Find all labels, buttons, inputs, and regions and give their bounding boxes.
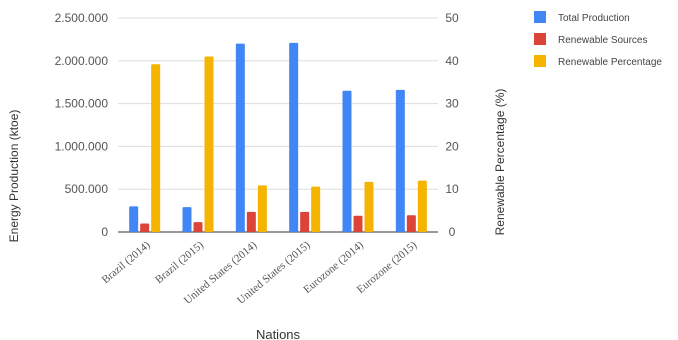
bar-renewable-sources bbox=[193, 222, 203, 232]
bar-total-production bbox=[235, 43, 245, 233]
gridlines bbox=[118, 17, 438, 233]
y2-tick-label: 10 bbox=[445, 182, 459, 196]
y-axis-title: Energy Production (ktoe) bbox=[7, 110, 21, 243]
bar-total-production bbox=[129, 206, 139, 232]
legend-swatch bbox=[534, 33, 546, 45]
y2-tick-label: 30 bbox=[445, 97, 459, 111]
bar-renewable-percentage bbox=[204, 56, 214, 232]
y2-axis-title: Renewable Percentage (%) bbox=[493, 89, 507, 236]
bar-renewable-percentage bbox=[364, 181, 374, 232]
y-tick-label: 1.000.000 bbox=[55, 139, 109, 153]
bar-renewable-percentage bbox=[257, 185, 267, 232]
x-axis-title: Nations bbox=[256, 327, 301, 340]
bar-renewable-percentage bbox=[417, 180, 427, 232]
y2-tick-label: 50 bbox=[445, 11, 459, 25]
legend-swatch bbox=[534, 11, 546, 23]
y-axis-ticks: 0 500.000 1.000.000 1.500.000 2.000.000 2.500… bbox=[55, 11, 109, 239]
legend: Total Production Renewable Sources Renewab… bbox=[534, 11, 662, 68]
bar-total-production bbox=[182, 207, 192, 232]
bar-total-production bbox=[395, 89, 405, 233]
legend-swatch bbox=[534, 55, 546, 67]
y2-tick-label: 40 bbox=[445, 54, 459, 68]
legend-label: Total Production bbox=[558, 13, 630, 24]
y2-axis-ticks: 0 10 20 30 40 50 bbox=[445, 11, 459, 239]
y-tick-label: 0 bbox=[101, 225, 108, 239]
bar-renewable-sources bbox=[406, 215, 416, 232]
x-tick-label: Brazil (2014) bbox=[100, 239, 153, 286]
bar-renewable-percentage bbox=[311, 186, 321, 232]
y-tick-label: 2.500.000 bbox=[55, 11, 109, 25]
x-tick-label: Brazil (2015) bbox=[153, 239, 206, 286]
bar-total-production bbox=[289, 42, 299, 232]
bar-total-production bbox=[342, 90, 352, 232]
y-tick-label: 2.000.000 bbox=[55, 54, 109, 68]
legend-label: Renewable Percentage bbox=[558, 57, 662, 68]
bar-renewable-sources bbox=[353, 215, 363, 232]
y2-tick-label: 0 bbox=[449, 225, 456, 239]
bars bbox=[129, 42, 427, 233]
x-axis-ticks: Brazil (2014) Brazil (2015)United States … bbox=[100, 239, 420, 307]
bar-renewable-sources bbox=[300, 211, 310, 232]
y2-tick-label: 20 bbox=[445, 139, 459, 153]
bar-renewable-sources bbox=[140, 223, 150, 232]
legend-label: Renewable Sources bbox=[558, 35, 648, 46]
bar-renewable-sources bbox=[246, 211, 256, 232]
y-tick-label: 1.500.000 bbox=[55, 97, 109, 111]
bar-renewable-percentage bbox=[151, 64, 161, 232]
y-tick-label: 500.000 bbox=[65, 182, 109, 196]
